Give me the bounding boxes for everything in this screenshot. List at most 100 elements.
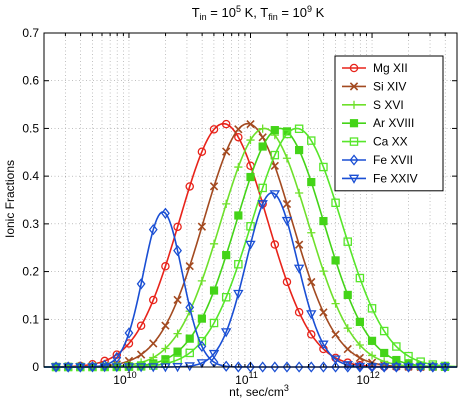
square-marker bbox=[416, 357, 425, 366]
y-axis-label: Ionic Fractions bbox=[3, 160, 17, 238]
x-tick-label: 1011 bbox=[235, 370, 258, 387]
circle-marker bbox=[197, 147, 207, 156]
legend-entry: Fe XXIV bbox=[342, 171, 418, 185]
triangle-down-marker bbox=[220, 328, 232, 338]
filled-square-marker bbox=[209, 286, 219, 295]
legend-label: Ar XVIII bbox=[373, 116, 414, 130]
square-marker bbox=[270, 150, 280, 160]
plus-marker bbox=[331, 299, 340, 308]
diamond-marker bbox=[282, 361, 292, 373]
x-marker bbox=[161, 321, 170, 330]
x-marker bbox=[197, 222, 207, 231]
diamond-marker bbox=[185, 301, 195, 314]
circle-marker bbox=[221, 119, 231, 129]
filled-square-marker bbox=[161, 355, 170, 364]
x-marker bbox=[246, 119, 255, 129]
filled-square-marker bbox=[307, 177, 316, 187]
y-tick-label: 0.7 bbox=[22, 26, 39, 40]
x-marker bbox=[307, 277, 316, 287]
x-marker bbox=[331, 330, 340, 339]
circle-marker bbox=[173, 222, 182, 232]
x-axis-label: nt, sec/cm3 bbox=[229, 383, 289, 399]
y-tick-label: 0.4 bbox=[22, 169, 39, 183]
filled-square-marker bbox=[222, 251, 231, 260]
legend-entry: Ca XX bbox=[342, 135, 408, 149]
square-marker bbox=[404, 351, 413, 361]
circle-marker bbox=[349, 63, 359, 73]
diamond-marker bbox=[319, 361, 328, 373]
filled-square-marker bbox=[270, 126, 279, 135]
diamond-marker bbox=[270, 361, 280, 373]
x-marker bbox=[355, 353, 365, 363]
square-marker bbox=[367, 304, 377, 313]
chart-title: Tin = 105 K, Tfin = 109 K bbox=[192, 4, 325, 22]
legend-entry: Ar XVIII bbox=[342, 116, 414, 130]
plus-marker bbox=[343, 324, 352, 333]
plus-marker bbox=[197, 276, 206, 285]
legend-label: S XVI bbox=[373, 98, 404, 112]
x-tick-label: 1012 bbox=[356, 370, 379, 387]
diamond-marker bbox=[173, 244, 182, 257]
diamond-marker bbox=[148, 223, 158, 236]
diamond-marker bbox=[349, 154, 359, 166]
filled-square-marker bbox=[246, 172, 255, 182]
filled-square-marker bbox=[173, 347, 182, 356]
x-marker bbox=[222, 147, 231, 156]
x-marker bbox=[209, 182, 219, 191]
y-tick-label: 0.2 bbox=[22, 265, 39, 279]
plus-marker bbox=[222, 199, 231, 208]
legend-entry: Mg XII bbox=[342, 61, 408, 75]
x-tick-label: 1010 bbox=[113, 370, 136, 387]
plus-marker bbox=[234, 162, 243, 172]
legend-entry: Si XIV bbox=[342, 79, 406, 93]
triangle-down-marker bbox=[257, 200, 268, 210]
legend-label: Fe XVII bbox=[373, 153, 413, 167]
triangle-down-marker bbox=[269, 190, 281, 200]
square-marker bbox=[185, 348, 194, 358]
circle-marker bbox=[185, 182, 194, 191]
triangle-down-marker bbox=[342, 361, 353, 371]
legend-entry: S XVI bbox=[342, 98, 404, 112]
x-marker bbox=[343, 344, 352, 354]
filled-square-marker bbox=[258, 142, 267, 151]
triangle-down-marker bbox=[330, 355, 341, 365]
diamond-marker bbox=[124, 327, 134, 339]
circle-marker bbox=[161, 262, 170, 271]
plus-marker bbox=[367, 351, 377, 360]
plus-marker bbox=[173, 329, 182, 338]
triangle-down-marker bbox=[348, 174, 360, 184]
circle-marker bbox=[209, 125, 219, 134]
square-marker bbox=[221, 292, 231, 302]
y-tick-label: 0.6 bbox=[22, 74, 39, 88]
plus-marker bbox=[319, 267, 328, 276]
square-marker bbox=[294, 124, 304, 134]
ticks: 0 0.1 0.2 0.3 0.4 0.5 0.6 0.7 1010 1011 1012 bbox=[22, 26, 458, 387]
plus-marker bbox=[349, 100, 359, 109]
filled-square-marker bbox=[331, 256, 340, 265]
plus-marker bbox=[355, 340, 364, 350]
y-tick-label: 0.3 bbox=[22, 217, 39, 231]
x-marker bbox=[282, 199, 292, 209]
x-marker bbox=[349, 82, 359, 91]
triangle-down-marker bbox=[196, 359, 208, 369]
x-marker bbox=[149, 339, 158, 348]
triangle-down-marker bbox=[281, 216, 293, 227]
diamond-marker bbox=[233, 361, 243, 373]
triangle-down-marker bbox=[245, 240, 256, 250]
circle-marker bbox=[270, 240, 280, 249]
legend-label: Mg XII bbox=[373, 61, 408, 75]
circle-marker bbox=[149, 295, 158, 305]
circle-marker bbox=[294, 308, 304, 317]
plus-marker bbox=[307, 228, 316, 237]
filled-square-marker bbox=[319, 216, 328, 226]
x-marker bbox=[319, 308, 328, 317]
y-tick-label: 0.1 bbox=[22, 312, 39, 326]
square-marker bbox=[282, 129, 292, 139]
triangle-down-marker bbox=[306, 310, 317, 320]
square-marker bbox=[392, 342, 401, 351]
filled-square-marker bbox=[367, 336, 377, 345]
legend: Mg XII Si XIV S XVI Ar XVIII Ca XX Fe XVII Fe … bbox=[334, 55, 444, 192]
filled-square-marker bbox=[295, 145, 304, 155]
filled-square-marker bbox=[349, 119, 359, 128]
